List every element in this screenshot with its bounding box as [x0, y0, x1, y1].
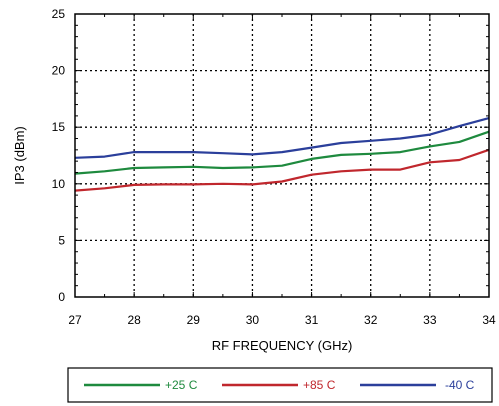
y-tick-labels: 0 5 10 15 20 25	[52, 7, 66, 304]
y-tick-label: 5	[58, 233, 65, 247]
x-tick-label: 27	[68, 313, 82, 327]
x-tick-label: 29	[187, 313, 201, 327]
x-tick-label: 33	[423, 313, 437, 327]
legend-label-2: -40 C	[445, 378, 475, 392]
series-line-1	[74, 148, 490, 192]
legend-label-0: +25 C	[165, 378, 198, 392]
y-tick-label: 15	[52, 120, 66, 134]
x-tick-label: 32	[364, 313, 378, 327]
grid	[75, 14, 489, 297]
plot-frame	[74, 13, 490, 298]
legend-label-1: +85 C	[303, 378, 336, 392]
axis-ticks	[74, 13, 490, 298]
x-tick-label: 31	[305, 313, 319, 327]
legend-box	[67, 367, 493, 403]
series-line-0	[74, 130, 490, 175]
legend: +25 C +85 C -40 C	[67, 367, 493, 403]
series-line-2	[74, 117, 490, 159]
x-tick-label: 28	[127, 313, 141, 327]
y-axis-label: IP3 (dBm)	[12, 126, 27, 185]
y-tick-label: 20	[52, 64, 66, 78]
y-tick-label: 10	[52, 177, 66, 191]
y-tick-label: 0	[58, 290, 65, 304]
x-tick-labels: 27 28 29 30 31 32 33 34	[68, 313, 496, 327]
x-axis-label: RF FREQUENCY (GHz)	[212, 338, 353, 353]
x-tick-label: 34	[482, 313, 496, 327]
x-tick-label: 30	[246, 313, 260, 327]
series-lines	[74, 117, 490, 192]
y-tick-label: 25	[52, 7, 66, 21]
